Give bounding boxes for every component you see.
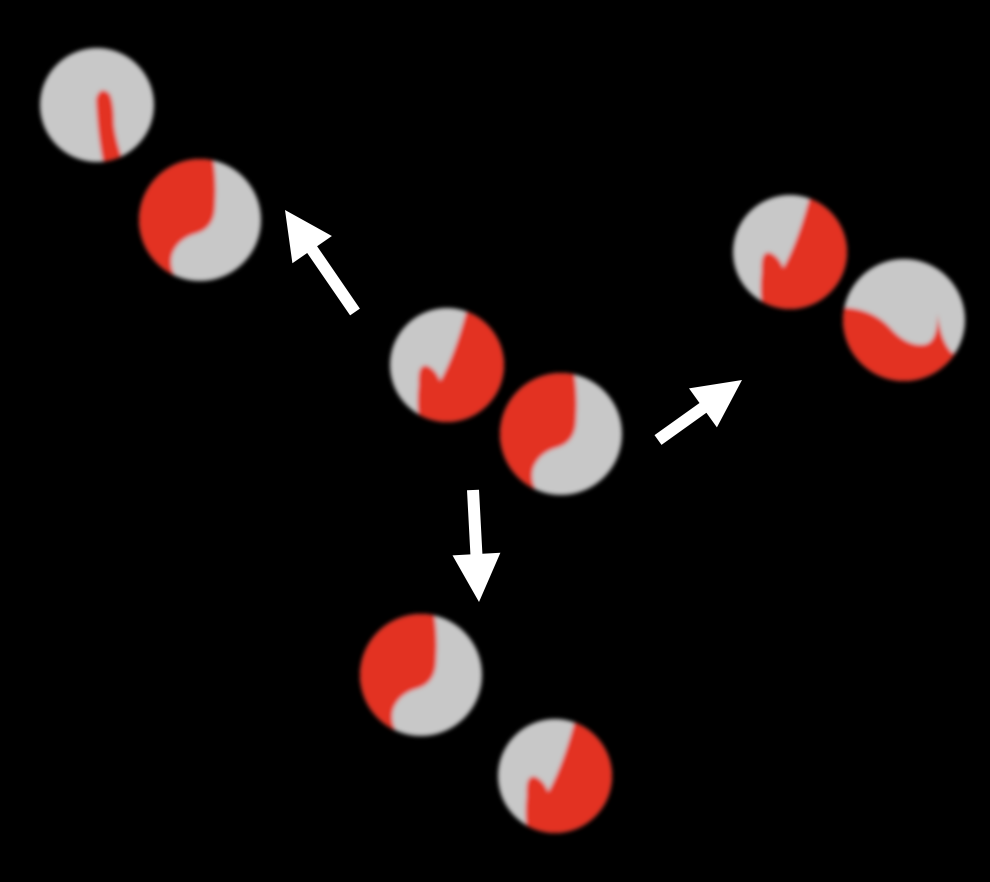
arrows bbox=[285, 210, 742, 602]
ball-marking bbox=[95, 90, 129, 162]
arrow-up-left-icon bbox=[285, 210, 360, 316]
ball-marking bbox=[417, 308, 504, 422]
ball-marking bbox=[525, 719, 612, 833]
pair-down-ball-2 bbox=[498, 719, 612, 833]
balls bbox=[40, 48, 965, 833]
pair-up-right-ball-1 bbox=[733, 195, 847, 309]
ball-marking bbox=[760, 195, 847, 309]
arrow-up-right-icon bbox=[654, 380, 742, 445]
pair-up-left-ball-1 bbox=[40, 48, 154, 162]
center-ball-1 bbox=[390, 308, 504, 422]
arrow-down-icon bbox=[452, 489, 501, 602]
